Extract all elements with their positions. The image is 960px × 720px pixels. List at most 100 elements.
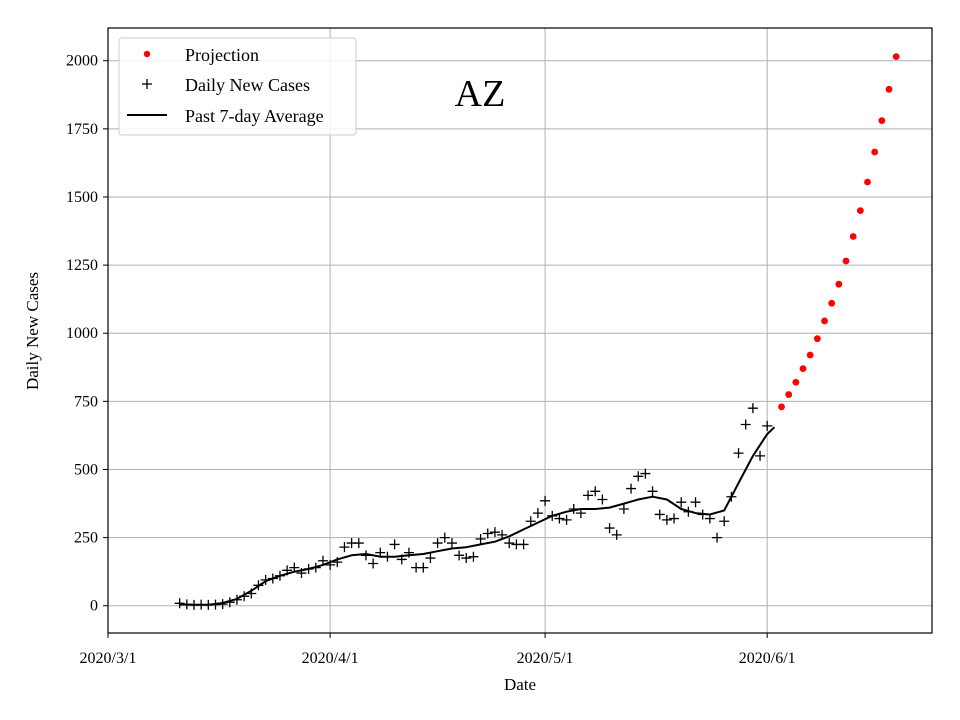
daily-cases-point (418, 562, 429, 573)
daily-cases-point (425, 553, 436, 564)
projection-point (885, 85, 893, 93)
y-tick-label: 500 (74, 461, 98, 478)
daily-cases-point (611, 529, 622, 540)
legend-projection-label: Projection (185, 45, 259, 65)
daily-cases-point (640, 468, 651, 479)
daily-cases-point (704, 513, 715, 524)
daily-cases-point (676, 497, 687, 508)
daily-cases-point (454, 550, 465, 561)
daily-cases-point (239, 591, 250, 602)
projection-point (785, 391, 793, 398)
daily-cases-point (439, 532, 450, 543)
daily-cases-point (561, 514, 572, 525)
daily-cases-point (468, 551, 479, 562)
y-tick-label: 250 (74, 530, 98, 547)
projection-point (871, 148, 879, 156)
projection-point (892, 53, 900, 61)
daily-cases-point (174, 598, 185, 609)
daily-cases-point (697, 509, 708, 520)
projection-point (821, 317, 828, 325)
projection-point (878, 117, 886, 125)
legend-daily-cases-marker (142, 79, 152, 89)
daily-cases-point (246, 588, 257, 599)
x-tick-label: 2020/3/1 (80, 650, 137, 667)
daily-cases-point (267, 573, 278, 584)
projection-layer (778, 53, 900, 411)
daily-cases-point (690, 497, 701, 508)
daily-cases-point (575, 508, 586, 519)
daily-cases-point (231, 594, 242, 605)
projection-point (856, 207, 864, 214)
projection-point (849, 233, 857, 240)
projection-point (813, 335, 821, 343)
legend-projection-marker (143, 50, 151, 58)
legend-box (118, 37, 357, 136)
daily-cases-point (224, 597, 235, 608)
daily-cases-point (504, 538, 515, 549)
daily-cases-point (518, 539, 529, 550)
daily-cases-point (726, 491, 737, 502)
legend: Projection Daily New Cases Past 7-day Av… (118, 37, 357, 136)
projection-point (828, 299, 836, 307)
x-tick-label: 2020/5/1 (517, 650, 574, 667)
daily-cases-point (554, 513, 565, 524)
daily-cases-point (310, 562, 321, 573)
daily-cases-layer (174, 403, 773, 610)
y-tick-label: 1750 (66, 121, 98, 138)
daily-cases-point (396, 554, 407, 565)
daily-cases-point (604, 523, 615, 534)
y-tick-label: 2000 (66, 53, 98, 70)
projection-point (806, 351, 814, 359)
y-tick-label: 1000 (66, 325, 98, 342)
projection-point (778, 403, 785, 411)
daily-cases-point (253, 580, 264, 591)
legend-average-label: Past 7-day Average (185, 106, 324, 126)
daily-cases-point (661, 514, 672, 525)
daily-cases-point (618, 504, 629, 515)
daily-cases-point (740, 419, 751, 430)
projection-point (799, 365, 807, 373)
daily-cases-point (353, 538, 364, 549)
daily-cases-point (375, 547, 386, 558)
daily-cases-point (217, 599, 228, 610)
daily-cases-point (403, 547, 414, 558)
projection-point (835, 280, 843, 288)
daily-cases-point (590, 486, 601, 497)
daily-cases-point (532, 508, 543, 519)
daily-cases-point (461, 553, 472, 564)
daily-cases-point (669, 513, 680, 524)
daily-cases-point (626, 483, 637, 494)
x-axis-label: Date (504, 675, 536, 694)
daily-cases-point (282, 565, 293, 576)
y-axis-label: Daily New Cases (23, 272, 42, 390)
daily-cases-point (633, 471, 644, 482)
daily-cases-point (547, 510, 558, 521)
daily-cases-point (482, 528, 493, 539)
daily-cases-point (360, 550, 371, 561)
daily-cases-point (382, 551, 393, 562)
daily-cases-point (339, 542, 350, 553)
daily-cases-point (583, 490, 594, 501)
daily-cases-point (733, 448, 744, 459)
projection-point (842, 257, 850, 265)
daily-cases-point (647, 486, 658, 497)
daily-cases-point (762, 420, 773, 431)
daily-cases-point (332, 557, 343, 568)
daily-cases-point (446, 538, 457, 549)
daily-cases-point (568, 504, 579, 515)
chart-title: AZ (455, 73, 506, 115)
daily-cases-point (274, 570, 285, 581)
daily-cases-point (525, 516, 536, 527)
x-tick-label: 2020/4/1 (302, 650, 359, 667)
plot-frame (107, 27, 933, 634)
daily-cases-point (260, 574, 271, 585)
y-tick-label: 0 (90, 598, 98, 615)
daily-cases-point (432, 538, 443, 549)
projection-point (864, 178, 871, 186)
daily-cases-point (683, 506, 694, 517)
daily-cases-point (597, 494, 608, 505)
projection-point (792, 378, 800, 386)
daily-cases-point (755, 450, 766, 461)
daily-cases-point (489, 527, 500, 538)
